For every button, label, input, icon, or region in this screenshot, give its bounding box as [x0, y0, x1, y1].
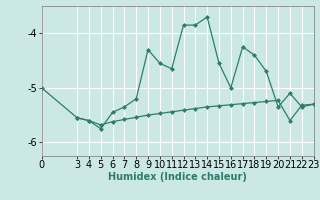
- X-axis label: Humidex (Indice chaleur): Humidex (Indice chaleur): [108, 172, 247, 182]
